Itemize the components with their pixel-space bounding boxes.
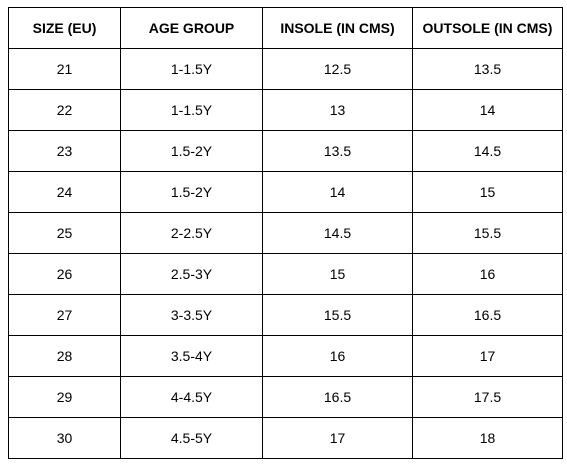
header-row: SIZE (EU) AGE GROUP INSOLE (IN CMS) OUTS… [8,7,563,49]
cell-outsole: 15 [412,171,563,213]
cell-outsole: 14 [412,89,563,131]
size-chart-table: SIZE (EU) AGE GROUP INSOLE (IN CMS) OUTS… [8,7,563,459]
table-row: 27 3-3.5Y 15.5 16.5 [8,294,563,336]
header-size-eu: SIZE (EU) [8,7,121,49]
cell-size: 25 [8,212,121,254]
cell-insole: 15.5 [262,294,413,336]
cell-outsole: 17 [412,335,563,377]
cell-outsole: 18 [412,417,563,459]
cell-age-group: 2-2.5Y [120,212,263,254]
table-row: 26 2.5-3Y 15 16 [8,253,563,295]
header-outsole: OUTSOLE (IN CMS) [412,7,563,49]
cell-insole: 16 [262,335,413,377]
cell-insole: 16.5 [262,376,413,418]
cell-insole: 14.5 [262,212,413,254]
table-row: 29 4-4.5Y 16.5 17.5 [8,376,563,418]
cell-insole: 13 [262,89,413,131]
table-row: 24 1.5-2Y 14 15 [8,171,563,213]
cell-size: 27 [8,294,121,336]
cell-size: 24 [8,171,121,213]
cell-size: 30 [8,417,121,459]
cell-insole: 14 [262,171,413,213]
cell-outsole: 15.5 [412,212,563,254]
cell-age-group: 1.5-2Y [120,171,263,213]
header-age-group: AGE GROUP [120,7,263,49]
table-header: SIZE (EU) AGE GROUP INSOLE (IN CMS) OUTS… [8,7,563,49]
table-row: 23 1.5-2Y 13.5 14.5 [8,130,563,172]
cell-insole: 13.5 [262,130,413,172]
cell-size: 29 [8,376,121,418]
cell-age-group: 2.5-3Y [120,253,263,295]
cell-age-group: 1-1.5Y [120,89,263,131]
header-insole: INSOLE (IN CMS) [262,7,413,49]
cell-age-group: 1-1.5Y [120,48,263,90]
cell-age-group: 3-3.5Y [120,294,263,336]
table-body: 21 1-1.5Y 12.5 13.5 22 1-1.5Y 13 14 23 1… [8,48,563,459]
table-row: 25 2-2.5Y 14.5 15.5 [8,212,563,254]
table-row: 28 3.5-4Y 16 17 [8,335,563,377]
cell-age-group: 4.5-5Y [120,417,263,459]
cell-insole: 17 [262,417,413,459]
cell-size: 21 [8,48,121,90]
cell-outsole: 13.5 [412,48,563,90]
table-row: 30 4.5-5Y 17 18 [8,417,563,459]
table-row: 21 1-1.5Y 12.5 13.5 [8,48,563,90]
cell-age-group: 4-4.5Y [120,376,263,418]
cell-outsole: 14.5 [412,130,563,172]
cell-size: 26 [8,253,121,295]
cell-outsole: 16 [412,253,563,295]
cell-outsole: 16.5 [412,294,563,336]
cell-age-group: 3.5-4Y [120,335,263,377]
cell-insole: 15 [262,253,413,295]
table-row: 22 1-1.5Y 13 14 [8,89,563,131]
cell-size: 22 [8,89,121,131]
cell-size: 23 [8,130,121,172]
cell-age-group: 1.5-2Y [120,130,263,172]
cell-outsole: 17.5 [412,376,563,418]
cell-insole: 12.5 [262,48,413,90]
cell-size: 28 [8,335,121,377]
